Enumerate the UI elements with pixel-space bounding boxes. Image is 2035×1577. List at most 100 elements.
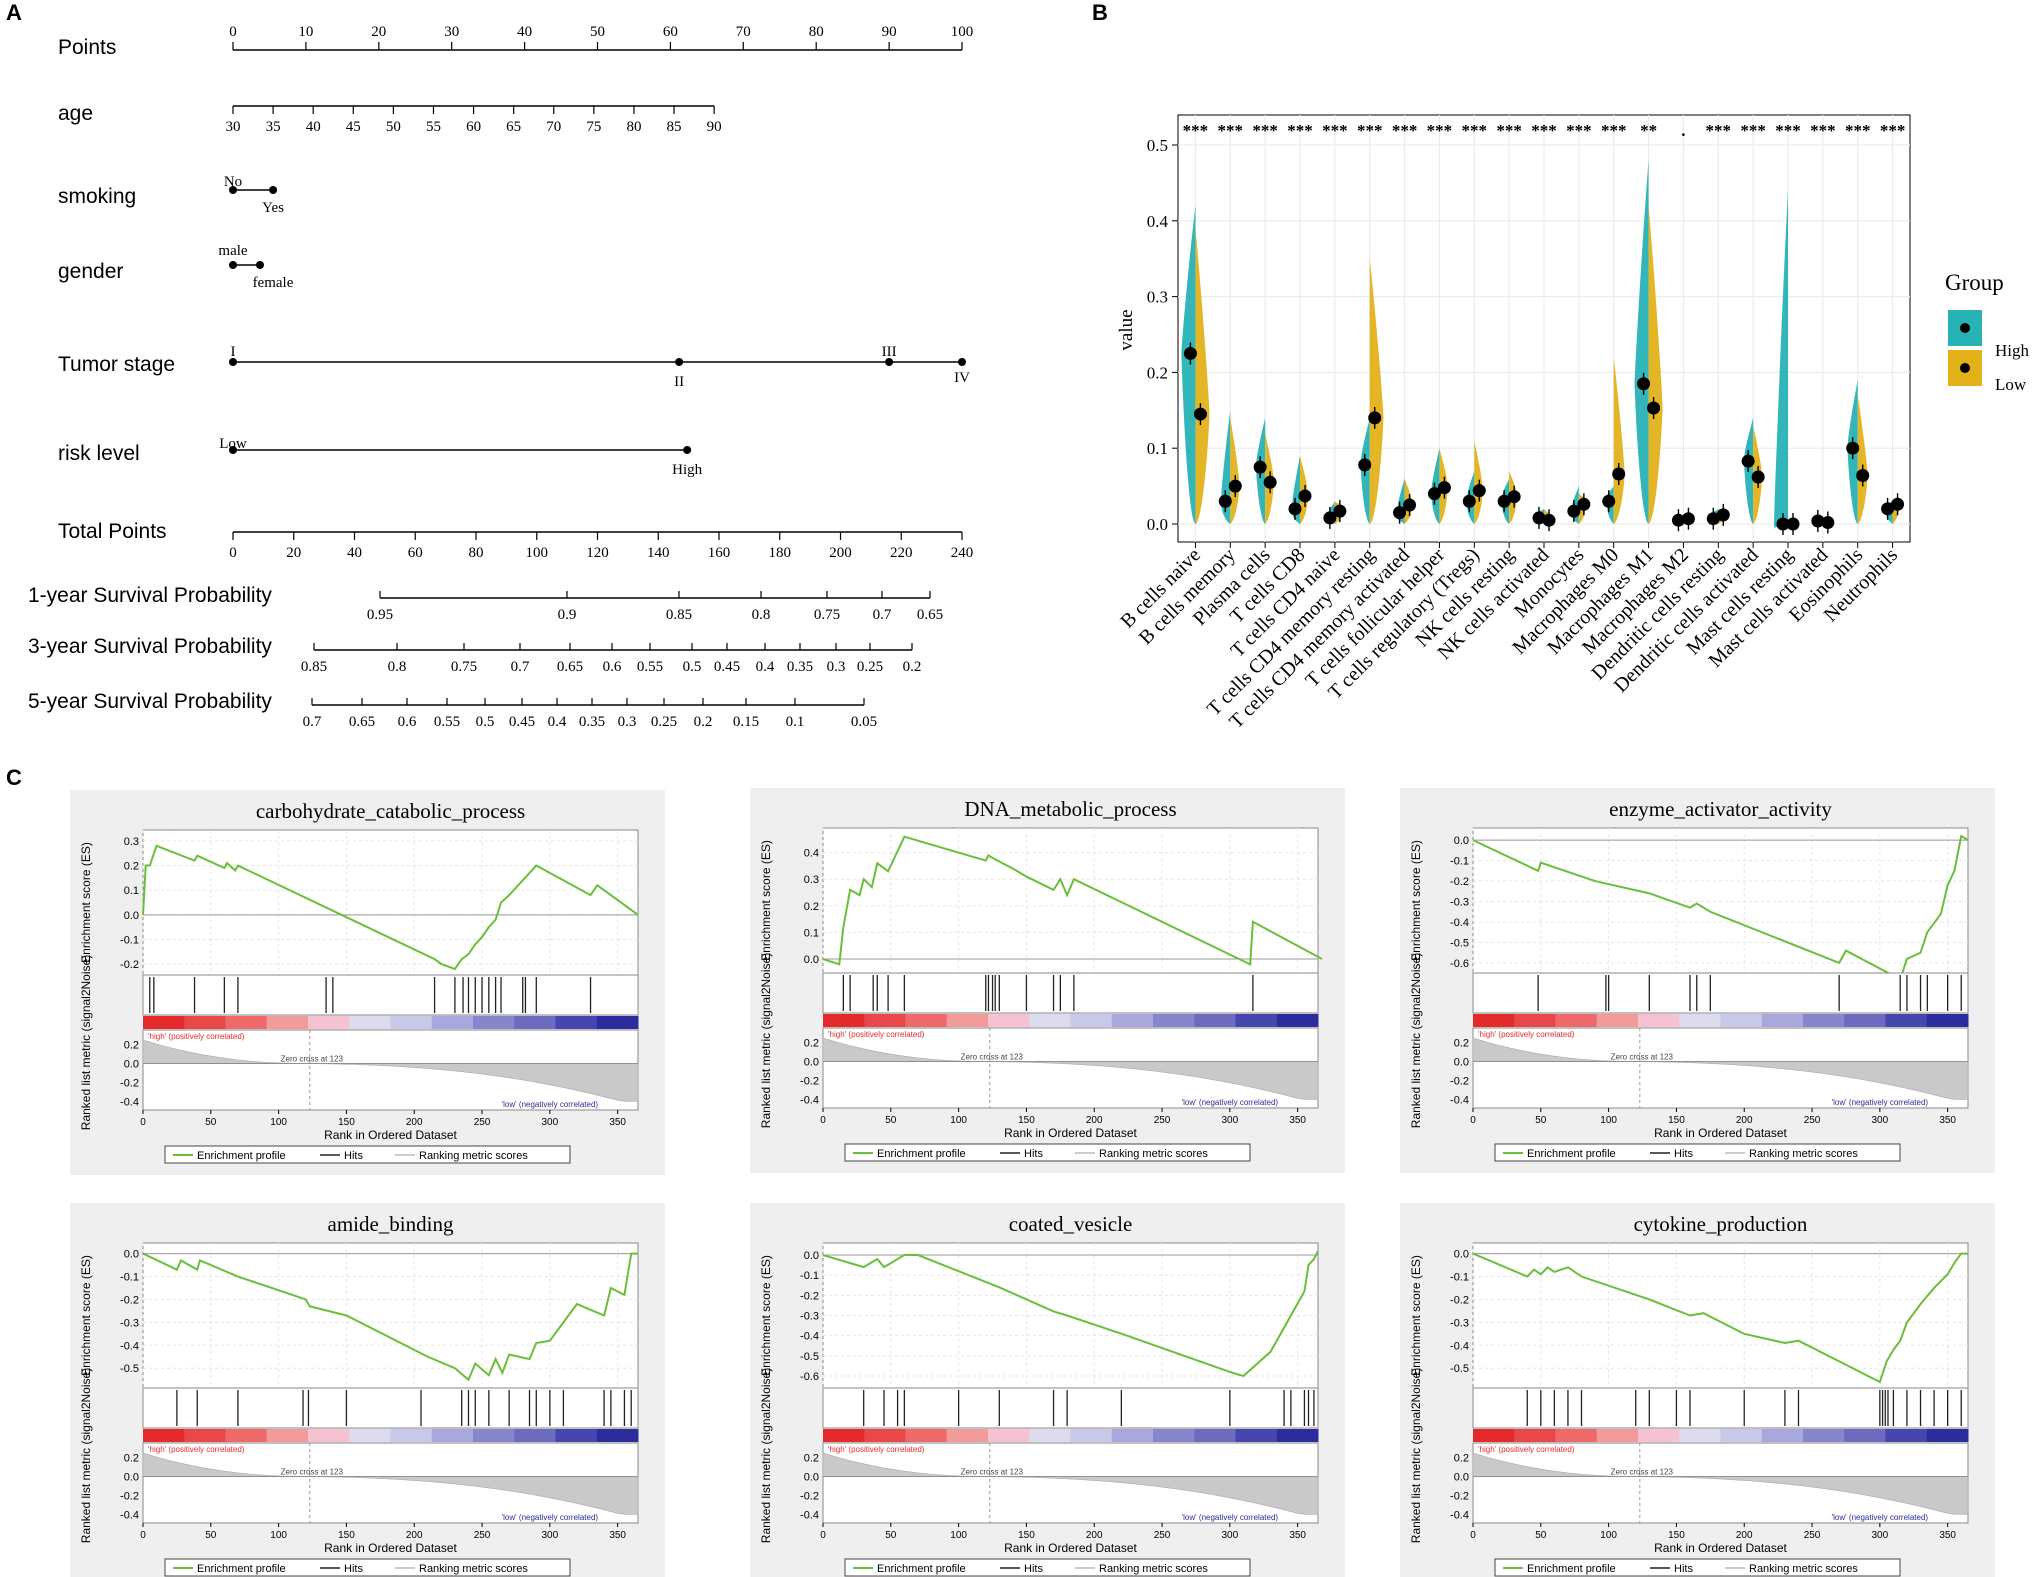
mean-point bbox=[1786, 517, 1800, 531]
rank-color-segment bbox=[1803, 1429, 1845, 1442]
es-tick-label: -0.2 bbox=[800, 1290, 819, 1302]
gsea-plot: enzyme_activator_activity 0.0 -0.1 -0.2 -0.3… bbox=[1400, 788, 1995, 1173]
age-tick-label: 45 bbox=[346, 119, 361, 135]
low-label: 'low' (negatively correlated) bbox=[1832, 1513, 1929, 1522]
tumor-stage-point bbox=[885, 358, 894, 366]
significance-label: *** bbox=[1322, 121, 1348, 140]
high-label: 'high' (positively correlated) bbox=[148, 1032, 245, 1041]
points-tick-label: 0 bbox=[229, 24, 237, 40]
total-points-tick-label: 0 bbox=[229, 545, 237, 561]
tumor-stage-level-label: III bbox=[882, 344, 897, 360]
x-tick-label: 150 bbox=[338, 1117, 355, 1128]
legend-hits-label: Hits bbox=[1674, 1148, 1693, 1160]
y-tick-label: 0.2 bbox=[1147, 363, 1168, 382]
enrichment-profile-line bbox=[142, 1252, 638, 1382]
nomogram-row-label: gender bbox=[58, 260, 123, 283]
rank-color-segment bbox=[184, 1016, 226, 1029]
points-tick-label: 10 bbox=[298, 24, 313, 40]
high-label: 'high' (positively correlated) bbox=[828, 1030, 925, 1039]
gsea-legend bbox=[1494, 1143, 1901, 1162]
x-tick-label: 300 bbox=[542, 1530, 559, 1541]
mean-point bbox=[1333, 504, 1347, 518]
es-tick-label: 0.4 bbox=[804, 848, 819, 860]
x-axis-title: Rank in Ordered Dataset bbox=[1004, 1126, 1137, 1140]
es-tick-label: -0.2 bbox=[1450, 876, 1469, 888]
metric-tick-label: 0.0 bbox=[1454, 1472, 1469, 1484]
es-panel bbox=[142, 1242, 639, 1389]
mean-point bbox=[1462, 494, 1476, 508]
total-points-tick-label: 140 bbox=[647, 545, 670, 561]
metric-tick-label: -0.2 bbox=[120, 1077, 139, 1089]
legend-ranking-label: Ranking metric scores bbox=[1099, 1148, 1208, 1160]
es-axis-title: Enrichment score (ES) bbox=[1409, 1255, 1423, 1376]
rank-color-segment bbox=[514, 1429, 556, 1442]
x-axis-title: Rank in Ordered Dataset bbox=[1004, 1541, 1137, 1555]
rank-color-segment bbox=[1194, 1014, 1236, 1027]
es-tick-label: -0.1 bbox=[1450, 1272, 1469, 1284]
legend-hits-label: Hits bbox=[1674, 1563, 1693, 1575]
es-tick-label: 0.2 bbox=[804, 901, 819, 913]
hits-panel bbox=[142, 1387, 639, 1429]
rank-color-segment bbox=[1638, 1429, 1680, 1442]
es-tick-label: -0.1 bbox=[1450, 856, 1469, 868]
rank-color-segment bbox=[1514, 1014, 1556, 1027]
significance-label: *** bbox=[1427, 121, 1453, 140]
y-tick-label: 0.1 bbox=[1147, 439, 1168, 458]
nomogram-row-label: risk level bbox=[58, 442, 140, 465]
rank-color-segment bbox=[1761, 1014, 1804, 1027]
low-label: 'low' (negatively correlated) bbox=[1182, 1098, 1279, 1107]
rank-color-segment bbox=[555, 1016, 598, 1029]
mean-point bbox=[1811, 514, 1825, 528]
metric-tick-label: 0.0 bbox=[124, 1472, 139, 1484]
high-label: 'high' (positively correlated) bbox=[148, 1445, 245, 1454]
low-label: 'low' (negatively correlated) bbox=[502, 1100, 599, 1109]
points-tick-label: 60 bbox=[663, 24, 678, 40]
metric-axis-title: Ranked list metric (signal2Noise) bbox=[759, 953, 773, 1128]
x-tick-label: 150 bbox=[338, 1530, 355, 1541]
legend-hits-label: Hits bbox=[1024, 1563, 1043, 1575]
x-tick-label: 200 bbox=[406, 1530, 423, 1541]
x-tick-label: 350 bbox=[1939, 1530, 1956, 1541]
rank-color-segment bbox=[184, 1429, 226, 1442]
mean-point bbox=[1253, 460, 1267, 474]
es-tick-label: 0.0 bbox=[1454, 1249, 1469, 1261]
rank-color-segment bbox=[1596, 1014, 1639, 1027]
es-tick-label: 0.0 bbox=[1454, 835, 1469, 847]
metric-tick-label: 0.2 bbox=[124, 1040, 139, 1052]
rank-color-segment bbox=[308, 1016, 350, 1029]
total-points-tick-label: 120 bbox=[586, 545, 609, 561]
nomogram-row-label: 1-year Survival Probability bbox=[28, 584, 272, 607]
metric-tick-label: -0.4 bbox=[120, 1096, 139, 1108]
metric-tick-label: -0.4 bbox=[1450, 1094, 1469, 1106]
x-tick-label: 350 bbox=[1939, 1115, 1956, 1126]
x-tick-label: 350 bbox=[1289, 1115, 1306, 1126]
panel-label-c: C bbox=[6, 765, 22, 790]
age-tick-label: 80 bbox=[626, 119, 641, 135]
gsea-title: amide_binding bbox=[328, 1212, 454, 1236]
survival-tick-label: 0.25 bbox=[651, 714, 677, 730]
x-tick-label: 100 bbox=[270, 1117, 287, 1128]
rank-color-segment bbox=[1885, 1429, 1928, 1442]
es-tick-label: -0.3 bbox=[120, 1317, 139, 1329]
gsea-title: DNA_metabolic_process bbox=[964, 797, 1176, 821]
significance-label: *** bbox=[1706, 121, 1732, 140]
legend-ranking-label: Ranking metric scores bbox=[419, 1563, 528, 1575]
zero-cross-label: Zero cross at 123 bbox=[961, 1053, 1024, 1062]
gsea-plot: DNA_metabolic_process 0.4 0.3 0.2 0.1 0.0 Enri… bbox=[750, 788, 1345, 1173]
rank-color-segment bbox=[349, 1016, 391, 1029]
rank-color-segment bbox=[988, 1429, 1030, 1442]
y-tick-label: 0.3 bbox=[1147, 288, 1168, 307]
survival-tick-label: 0.7 bbox=[303, 714, 322, 730]
x-tick-label: 50 bbox=[1535, 1115, 1547, 1126]
es-axis-title: Enrichment score (ES) bbox=[79, 1255, 93, 1376]
metric-tick-label: -0.4 bbox=[120, 1509, 139, 1521]
mean-point bbox=[1846, 441, 1860, 455]
metric-tick-label: 0.0 bbox=[1454, 1057, 1469, 1069]
rank-color-segment bbox=[1235, 1429, 1278, 1442]
total-points-tick-label: 240 bbox=[951, 545, 974, 561]
es-tick-label: 0.0 bbox=[124, 910, 139, 922]
mean-point bbox=[1681, 512, 1695, 526]
tumor-stage-level-label: IV bbox=[954, 370, 970, 386]
rank-color-segment bbox=[1514, 1429, 1556, 1442]
